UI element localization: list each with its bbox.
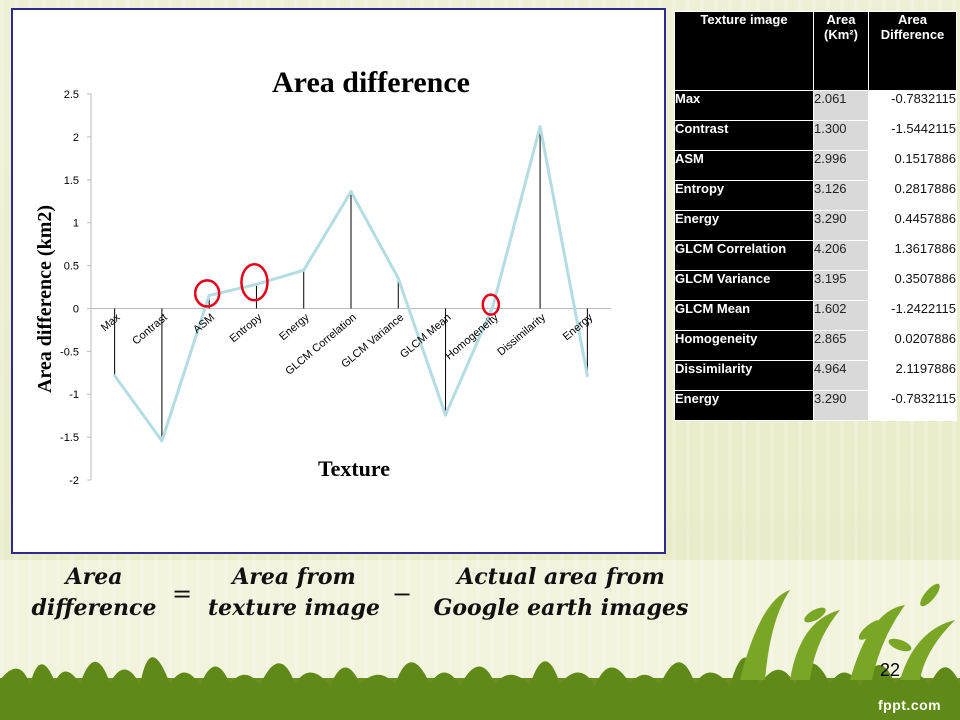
y-tick-label: -1.5 <box>60 432 79 444</box>
x-tick-label: Dissimilarity <box>495 311 548 358</box>
data-point <box>444 413 448 417</box>
data-point <box>254 282 258 286</box>
row-name: Contrast <box>674 120 814 151</box>
x-axis-label: Texture <box>318 456 390 481</box>
x-tick-label: Contrast <box>130 312 170 348</box>
header-area-difference: Area Difference <box>868 11 957 91</box>
table-row: Energy 3.290 0.4457886 <box>674 210 957 241</box>
table-row: GLCM Mean 1.602 -1.2422115 <box>674 300 957 331</box>
row-diff: -0.7832115 <box>868 390 957 421</box>
y-tick-label: 1.5 <box>64 175 79 187</box>
row-area: 3.290 <box>813 210 869 241</box>
row-area: 3.195 <box>813 270 869 301</box>
data-point <box>160 439 164 443</box>
row-area: 3.290 <box>813 390 869 421</box>
table-row: Energy 3.290 -0.7832115 <box>674 390 957 421</box>
formula-lhs: Area difference <box>14 562 174 624</box>
row-area: 2.061 <box>813 90 869 121</box>
formula-lhs-line1: Area <box>65 564 123 590</box>
row-name: Entropy <box>674 180 814 211</box>
highlight-circle <box>193 279 221 308</box>
row-diff: -1.2422115 <box>868 300 957 331</box>
y-tick-label: -2 <box>69 475 79 487</box>
row-diff: 0.4457886 <box>868 210 957 241</box>
data-point <box>113 374 117 378</box>
row-name: GLCM Correlation <box>674 240 814 271</box>
row-diff: 2.1197886 <box>868 360 957 391</box>
table-row: ASM 2.996 0.1517886 <box>674 150 957 181</box>
row-name: GLCM Variance <box>674 270 814 301</box>
formula-term1: Area from texture image <box>196 562 392 624</box>
data-point <box>396 276 400 280</box>
row-name: Energy <box>674 210 814 241</box>
y-tick-label: 2.5 <box>64 89 79 101</box>
y-tick-label: 2 <box>73 132 79 144</box>
grass-decoration <box>0 583 960 720</box>
row-diff: 0.2817886 <box>868 180 957 211</box>
y-tick-label: 0 <box>73 303 79 315</box>
data-point <box>302 268 306 272</box>
y-tick-label: 0.5 <box>64 261 79 273</box>
data-point <box>349 190 353 194</box>
area-table: Texture image Area (Km²) Area Difference… <box>674 11 957 421</box>
row-area: 2.865 <box>813 330 869 361</box>
row-diff: 0.0207886 <box>868 330 957 361</box>
chart-title: Area difference <box>272 66 470 99</box>
row-area: 1.602 <box>813 300 869 331</box>
x-tick-label: Energy <box>277 311 312 343</box>
row-area: 1.300 <box>813 120 869 151</box>
row-diff: -1.5442115 <box>868 120 957 151</box>
area-difference-chart: Area difference Texture Area difference … <box>34 66 611 487</box>
table-row: Entropy 3.126 0.2817886 <box>674 180 957 211</box>
row-name: Energy <box>674 390 814 421</box>
data-point <box>538 125 542 129</box>
row-name: GLCM Mean <box>674 300 814 331</box>
data-point <box>585 374 589 378</box>
row-diff: 1.3617886 <box>868 240 957 271</box>
header-area: Area (Km²) <box>813 11 869 91</box>
table-header-row: Texture image Area (Km²) Area Difference <box>674 11 957 91</box>
table-row: Contrast 1.300 -1.5442115 <box>674 120 957 151</box>
chart-panel: Area difference Texture Area difference … <box>11 8 666 554</box>
formula-term2-line2: Google earth images <box>433 595 689 621</box>
highlight-circle <box>481 293 501 316</box>
table-row: GLCM Correlation 4.206 1.3617886 <box>674 240 957 271</box>
formula-equals: = <box>172 580 193 608</box>
row-name: Max <box>674 90 814 121</box>
row-area: 4.206 <box>813 240 869 271</box>
data-point <box>491 305 495 309</box>
row-area: 4.964 <box>813 360 869 391</box>
y-tick-label: -1 <box>69 389 79 401</box>
row-area: 2.996 <box>813 150 869 181</box>
table-row: Homogeneity 2.865 0.0207886 <box>674 330 957 361</box>
header-texture-image: Texture image <box>674 11 814 91</box>
formula-lhs-line2: difference <box>31 595 157 621</box>
row-diff: 0.3507886 <box>868 270 957 301</box>
formula-term2: Actual area from Google earth images <box>420 562 702 624</box>
y-tick-label: 1 <box>73 218 79 230</box>
row-name: ASM <box>674 150 814 181</box>
x-tick-label: Max <box>99 311 123 334</box>
table-row: GLCM Variance 3.195 0.3507886 <box>674 270 957 301</box>
formula-term1-line2: texture image <box>208 595 380 621</box>
row-diff: -0.7832115 <box>868 90 957 121</box>
row-name: Homogeneity <box>674 330 814 361</box>
data-point <box>207 293 211 297</box>
y-axis-label: Area difference (km2) <box>34 205 56 393</box>
y-tick-label: -0.5 <box>60 346 79 358</box>
highlight-circle <box>240 263 269 302</box>
x-tick-label: Energy <box>561 311 596 343</box>
row-area: 3.126 <box>813 180 869 211</box>
x-tick-label: Entropy <box>228 311 265 345</box>
formula-term1-line1: Area from <box>232 564 356 590</box>
table-row: Max 2.061 -0.7832115 <box>674 90 957 121</box>
footer-brand: fppt.com <box>878 697 942 713</box>
x-tick-label: ASM <box>191 312 217 337</box>
slide-number: 22 <box>880 660 901 680</box>
row-diff: 0.1517886 <box>868 150 957 181</box>
formula-term2-line1: Actual area from <box>457 564 665 590</box>
table-row: Dissimilarity 4.964 2.1197886 <box>674 360 957 391</box>
formula-minus: − <box>392 580 413 608</box>
row-name: Dissimilarity <box>674 360 814 391</box>
